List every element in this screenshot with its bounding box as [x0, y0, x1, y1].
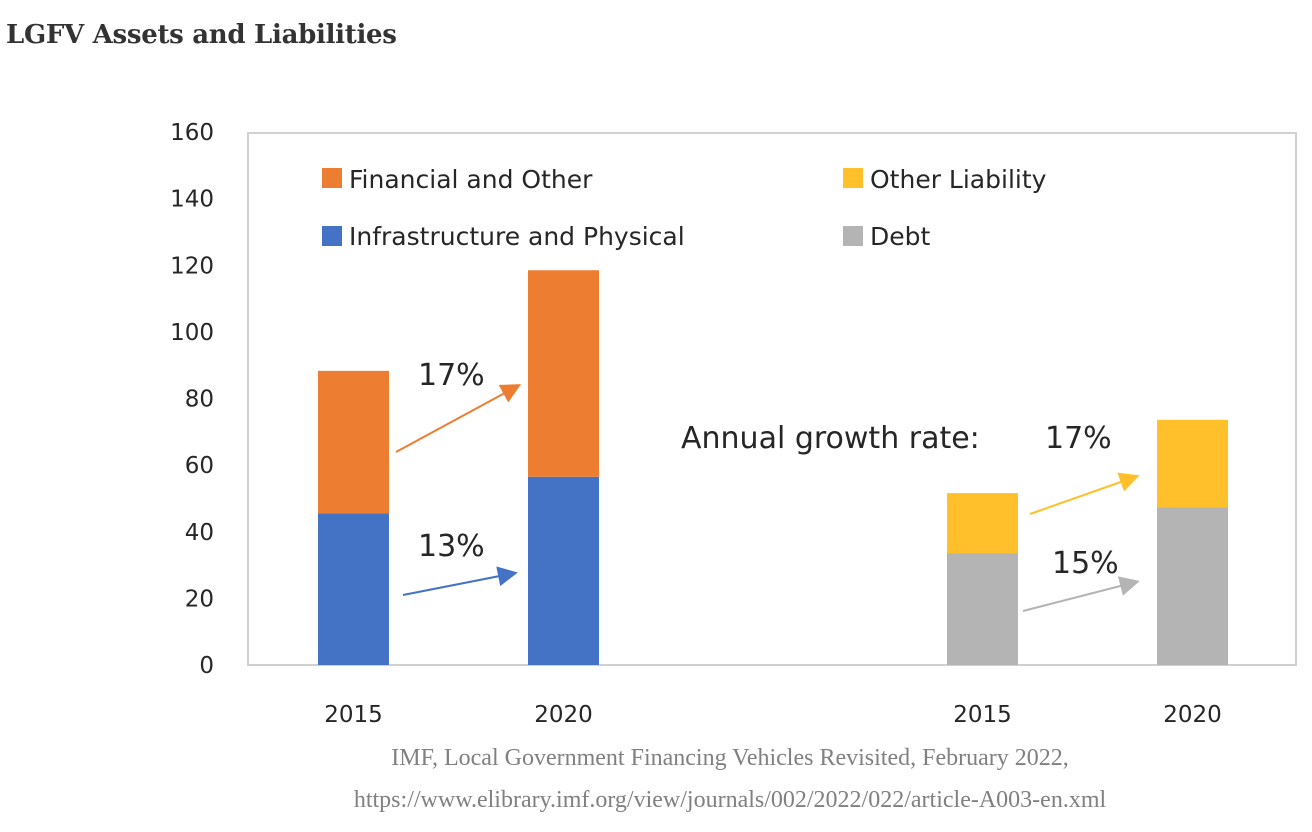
arrow-financial-growth — [395, 384, 522, 453]
growth-annotations: 17% 13% Annual growth rate: 17% 15% — [395, 358, 1140, 612]
bar-assets-infrastructure-and-physical-2020 — [528, 476, 599, 665]
bar-assets-financial-and-other-2015 — [318, 370, 389, 514]
y-tick-label: 20 — [185, 586, 214, 612]
legend-swatch-financial — [322, 168, 342, 188]
label-financial-growth: 17% — [418, 358, 485, 393]
legend-swatch-infrastructure — [322, 226, 342, 246]
arrow-other-liability-growth — [1029, 472, 1140, 515]
chart: 0 20 40 60 80 100 120 140 160 Financial and Othe… — [170, 120, 1297, 728]
bar-liabilities-other-liability-2015 — [947, 493, 1018, 554]
plot-area-border — [247, 132, 1297, 666]
label-other-liability-growth: 17% — [1045, 421, 1112, 456]
y-tick-label: 120 — [170, 253, 214, 279]
y-tick-label: 0 — [199, 653, 214, 679]
legend-swatch-debt — [843, 226, 863, 246]
label-debt-growth: 15% — [1052, 546, 1119, 581]
legend-label-infrastructure: Infrastructure and Physical — [349, 222, 685, 251]
legend-label-financial: Financial and Other — [349, 165, 593, 194]
y-tick-label: 40 — [185, 520, 214, 546]
bar-assets-infrastructure-and-physical-2015 — [318, 513, 389, 665]
annual-growth-rate-label: Annual growth rate: — [681, 421, 980, 456]
x-tick-label: 2020 — [1163, 702, 1222, 728]
arrow-debt-growth — [1022, 576, 1140, 612]
y-tick-label: 140 — [170, 187, 214, 213]
x-axis: 2015 2020 2015 2020 — [324, 702, 1222, 728]
bar-liabilities-other-liability-2020 — [1157, 419, 1228, 508]
y-tick-label: 160 — [170, 120, 214, 146]
y-tick-label: 80 — [185, 387, 214, 413]
y-axis: 0 20 40 60 80 100 120 140 160 — [170, 120, 214, 679]
legend: Financial and Other Infrastructure and P… — [322, 165, 1047, 251]
bar-liabilities-debt-2020 — [1157, 507, 1228, 665]
arrow-infrastructure-growth — [402, 566, 518, 596]
x-tick-label: 2015 — [324, 702, 383, 728]
bar-liabilities-debt-2015 — [947, 553, 1018, 665]
source-caption-line1: IMF, Local Government Financing Vehicles… — [391, 745, 1069, 771]
bar-assets-financial-and-other-2020 — [528, 270, 599, 477]
legend-swatch-other-liability — [843, 168, 863, 188]
legend-label-other-liability: Other Liability — [870, 165, 1047, 194]
legend-label-debt: Debt — [870, 222, 931, 251]
source-caption-line2: https://www.elibrary.imf.org/view/journa… — [353, 787, 1107, 813]
label-infrastructure-growth: 13% — [418, 529, 485, 564]
bars — [318, 270, 1228, 665]
y-tick-label: 60 — [185, 453, 214, 479]
chart-title: LGFV Assets and Liabilities — [6, 20, 397, 50]
y-tick-label: 100 — [170, 320, 214, 346]
x-tick-label: 2015 — [953, 702, 1012, 728]
x-tick-label: 2020 — [534, 702, 593, 728]
